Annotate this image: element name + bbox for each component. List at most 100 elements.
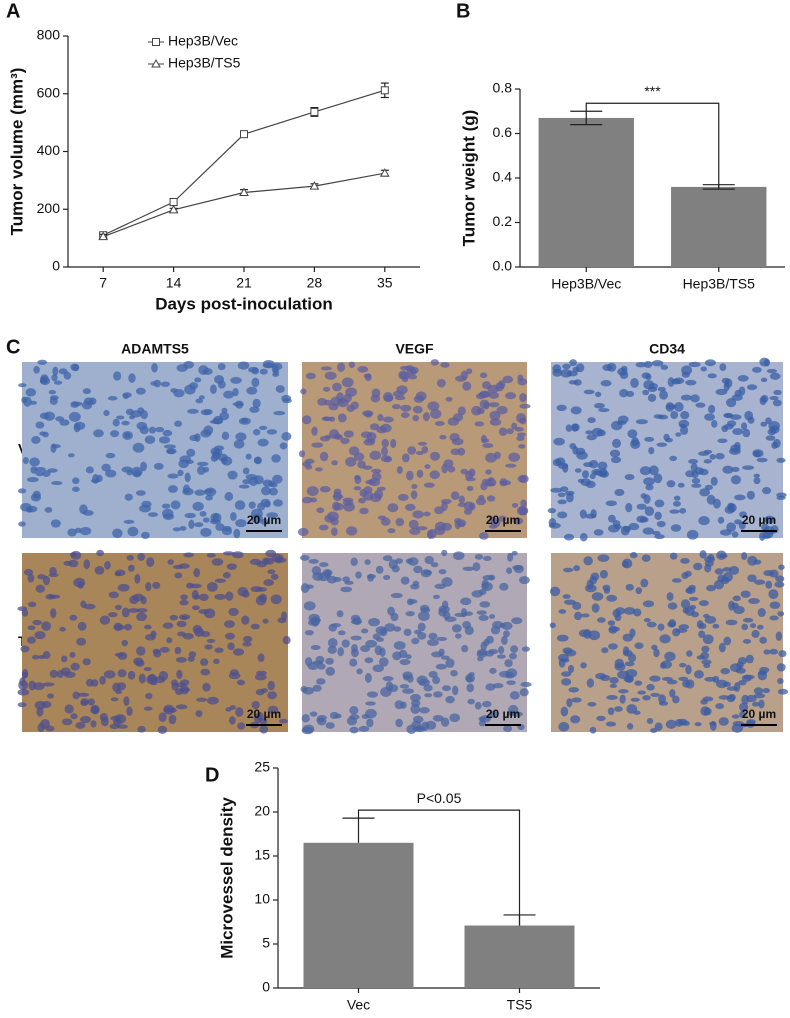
nucleus — [371, 468, 382, 474]
significance-bracket — [585, 102, 720, 187]
nucleus — [348, 361, 356, 368]
nucleus — [83, 559, 91, 570]
nucleus — [430, 409, 442, 419]
panel-letter: D — [205, 764, 219, 786]
nucleus — [238, 417, 251, 425]
nucleus — [558, 609, 567, 614]
nucleus — [648, 382, 658, 390]
nucleus — [685, 664, 692, 675]
nucleus — [323, 399, 332, 406]
nucleus — [200, 668, 211, 676]
nucleus — [580, 662, 587, 669]
nucleus — [404, 503, 416, 511]
nucleus — [336, 362, 346, 372]
nucleus — [128, 608, 140, 613]
nucleus — [117, 652, 128, 660]
nucleus — [726, 522, 737, 533]
y-tick-label: 0.8 — [493, 80, 513, 96]
nucleus — [281, 394, 292, 402]
nucleus — [484, 482, 496, 487]
nucleus — [126, 555, 134, 561]
nucleus — [760, 377, 768, 383]
nucleus — [48, 390, 57, 395]
nucleus — [684, 570, 692, 577]
nucleus — [634, 642, 644, 649]
nucleus — [462, 620, 472, 629]
nucleus — [345, 526, 358, 536]
nucleus — [643, 617, 651, 623]
nucleus — [576, 363, 585, 373]
nucleus — [359, 507, 369, 515]
nucleus — [375, 565, 384, 574]
nucleus — [733, 682, 741, 692]
nucleus — [330, 396, 341, 407]
nucleus — [380, 423, 392, 433]
nucleus — [391, 404, 401, 410]
nucleus — [368, 617, 380, 627]
significance-label: *** — [644, 83, 661, 99]
nucleus — [377, 414, 384, 422]
marker — [309, 181, 320, 190]
nucleus — [506, 567, 513, 575]
nucleus — [718, 717, 729, 726]
nucleus — [135, 387, 146, 395]
nucleus — [272, 474, 283, 484]
nucleus — [23, 396, 32, 407]
nucleus — [31, 436, 41, 444]
panel-letter: C — [6, 336, 20, 358]
nucleus — [400, 701, 407, 709]
nucleus — [635, 419, 648, 425]
nucleus — [400, 576, 410, 585]
bar — [671, 186, 767, 267]
nucleus — [738, 386, 746, 396]
nucleus — [415, 526, 428, 531]
nucleus — [375, 626, 387, 635]
nucleus — [468, 672, 475, 677]
nucleus — [488, 402, 500, 408]
nucleus — [270, 573, 279, 580]
nucleus — [704, 413, 715, 421]
nucleus — [758, 699, 765, 709]
nucleus — [498, 427, 508, 437]
nucleus — [268, 487, 279, 496]
nucleus — [315, 467, 323, 472]
nucleus — [751, 629, 760, 638]
nucleus — [741, 623, 749, 631]
nucleus — [643, 477, 655, 486]
nucleus — [701, 659, 712, 665]
nucleus — [193, 568, 201, 578]
nucleus — [158, 712, 167, 723]
nucleus — [769, 395, 779, 401]
nucleus — [653, 648, 660, 658]
nucleus — [322, 569, 333, 577]
nucleus — [105, 452, 116, 459]
marker — [379, 168, 390, 177]
nucleus — [698, 600, 709, 607]
nucleus — [350, 619, 362, 625]
nucleus — [242, 635, 253, 643]
nucleus — [549, 586, 561, 597]
nucleus — [520, 499, 528, 508]
nucleus — [708, 404, 716, 414]
nucleus — [710, 476, 718, 486]
nucleus — [206, 638, 216, 643]
nucleus — [399, 371, 411, 380]
nucleus — [47, 468, 58, 473]
nucleus — [496, 406, 508, 415]
nucleus — [362, 465, 373, 470]
nucleus — [698, 630, 706, 639]
nucleus — [395, 718, 403, 728]
nucleus — [719, 363, 727, 371]
nucleus — [460, 468, 469, 475]
nucleus — [686, 650, 693, 657]
nucleus — [316, 714, 328, 721]
nucleus — [519, 392, 527, 403]
nucleus — [171, 679, 179, 686]
nucleus — [61, 655, 68, 663]
nucleus — [492, 682, 504, 689]
nucleus — [778, 650, 787, 658]
nucleus — [517, 432, 527, 437]
nucleus — [191, 589, 199, 600]
nucleus — [747, 555, 758, 566]
nucleus — [18, 383, 27, 388]
